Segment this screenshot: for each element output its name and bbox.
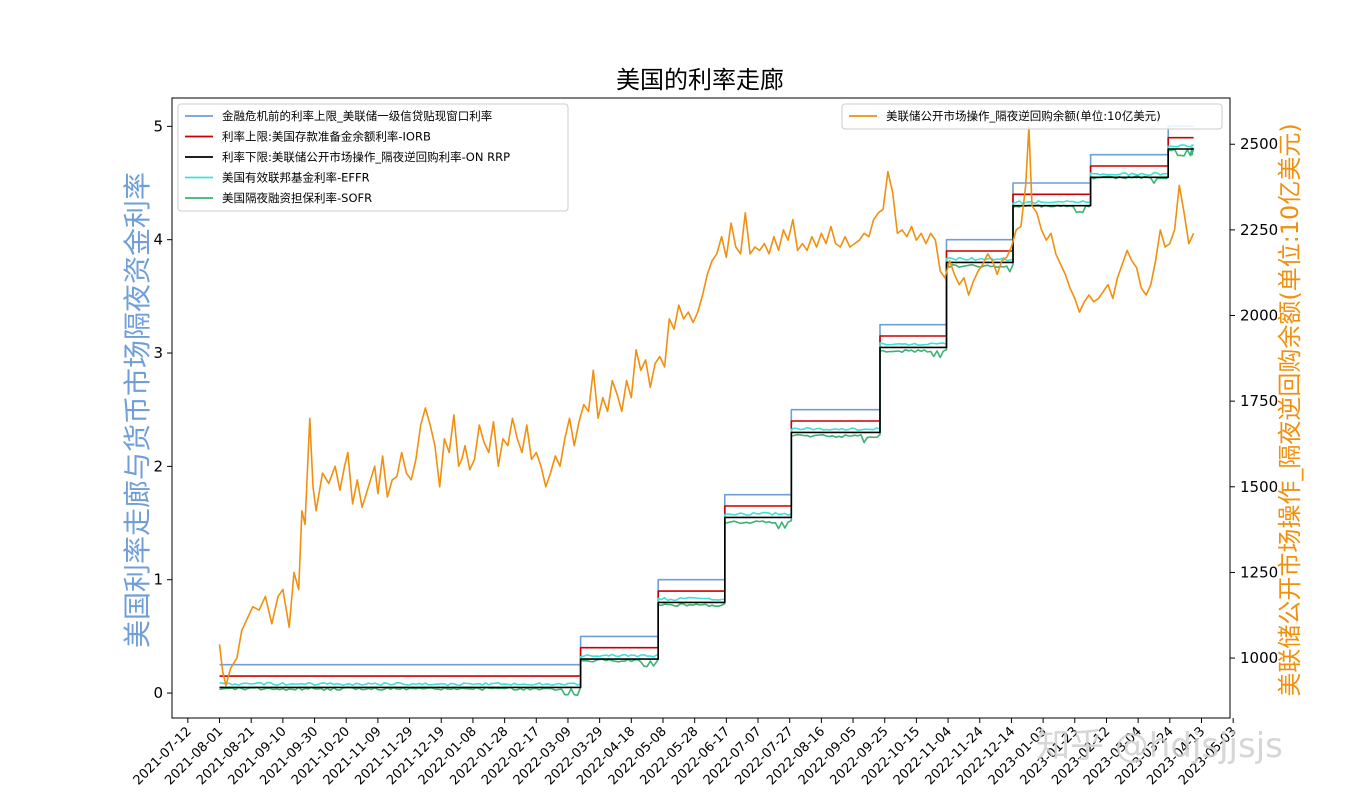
chart-title: 美国的利率走廊 (616, 66, 784, 94)
y-left-tick-label-2: 2 (153, 457, 163, 475)
y-right-tick-label-4: 2000 (1240, 307, 1278, 325)
legend-left-label-0: 金融危机前的利率上限_美联储一级信贷贴现窗口利率 (222, 109, 492, 123)
watermark: 知乎 @hdjsjjsjs (1036, 726, 1283, 766)
y-axis-left-label: 美国利率走廊与货币市场隔夜资金利率 (121, 172, 154, 648)
y-left-tick-label-3: 3 (153, 344, 163, 362)
y-left-tick-label-5: 5 (153, 117, 163, 135)
legend-left-label-4: 美国隔夜融资担保利率-SOFR (222, 191, 372, 205)
y-right-tick-label-0: 1000 (1240, 649, 1278, 667)
y-axis-left: 0 1 2 3 4 5 (153, 117, 172, 702)
y-left-tick-label-1: 1 (153, 571, 163, 589)
y-right-tick-label-2: 1500 (1240, 478, 1278, 496)
y-right-tick-label-1: 1250 (1240, 563, 1278, 581)
y-right-tick-label-6: 2500 (1240, 135, 1278, 153)
legend-left-label-3: 美国有效联邦基金利率-EFFR (222, 171, 370, 185)
series-layer (218, 125, 1195, 696)
legend-left-box (177, 103, 569, 212)
y-right-tick-label-5: 2250 (1240, 221, 1278, 239)
y-left-tick-label-4: 4 (153, 231, 163, 249)
legend-left: 金融危机前的利率上限_美联储一级信贷贴现窗口利率利率上限:美国存款准备金余额利率… (177, 103, 569, 212)
legend-right-label: 美联储公开市场操作_隔夜逆回购余额(单位:10亿美元) (886, 109, 1161, 123)
legend-right-box (841, 103, 1223, 130)
y-right-tick-label-3: 1750 (1240, 392, 1278, 410)
y-axis-right: 1000 1250 1500 1750 2000 2250 2500 (1230, 135, 1278, 667)
legend-left-label-1: 利率上限:美国存款准备金余额利率-IORB (222, 130, 431, 144)
series-line-5 (218, 126, 1195, 687)
y-left-tick-label-0: 0 (153, 684, 163, 702)
series-line-3 (219, 144, 1194, 687)
series-line-2 (219, 148, 1194, 689)
legend-right: 美联储公开市场操作_隔夜逆回购余额(单位:10亿美元) (841, 103, 1223, 130)
y-axis-right-label: 美联储公开市场操作_隔夜逆回购余额(单位:10亿美元) (1276, 123, 1304, 696)
legend-left-label-2: 利率下限:美联储公开市场操作_隔夜逆回购利率-ON RRP (222, 150, 510, 164)
